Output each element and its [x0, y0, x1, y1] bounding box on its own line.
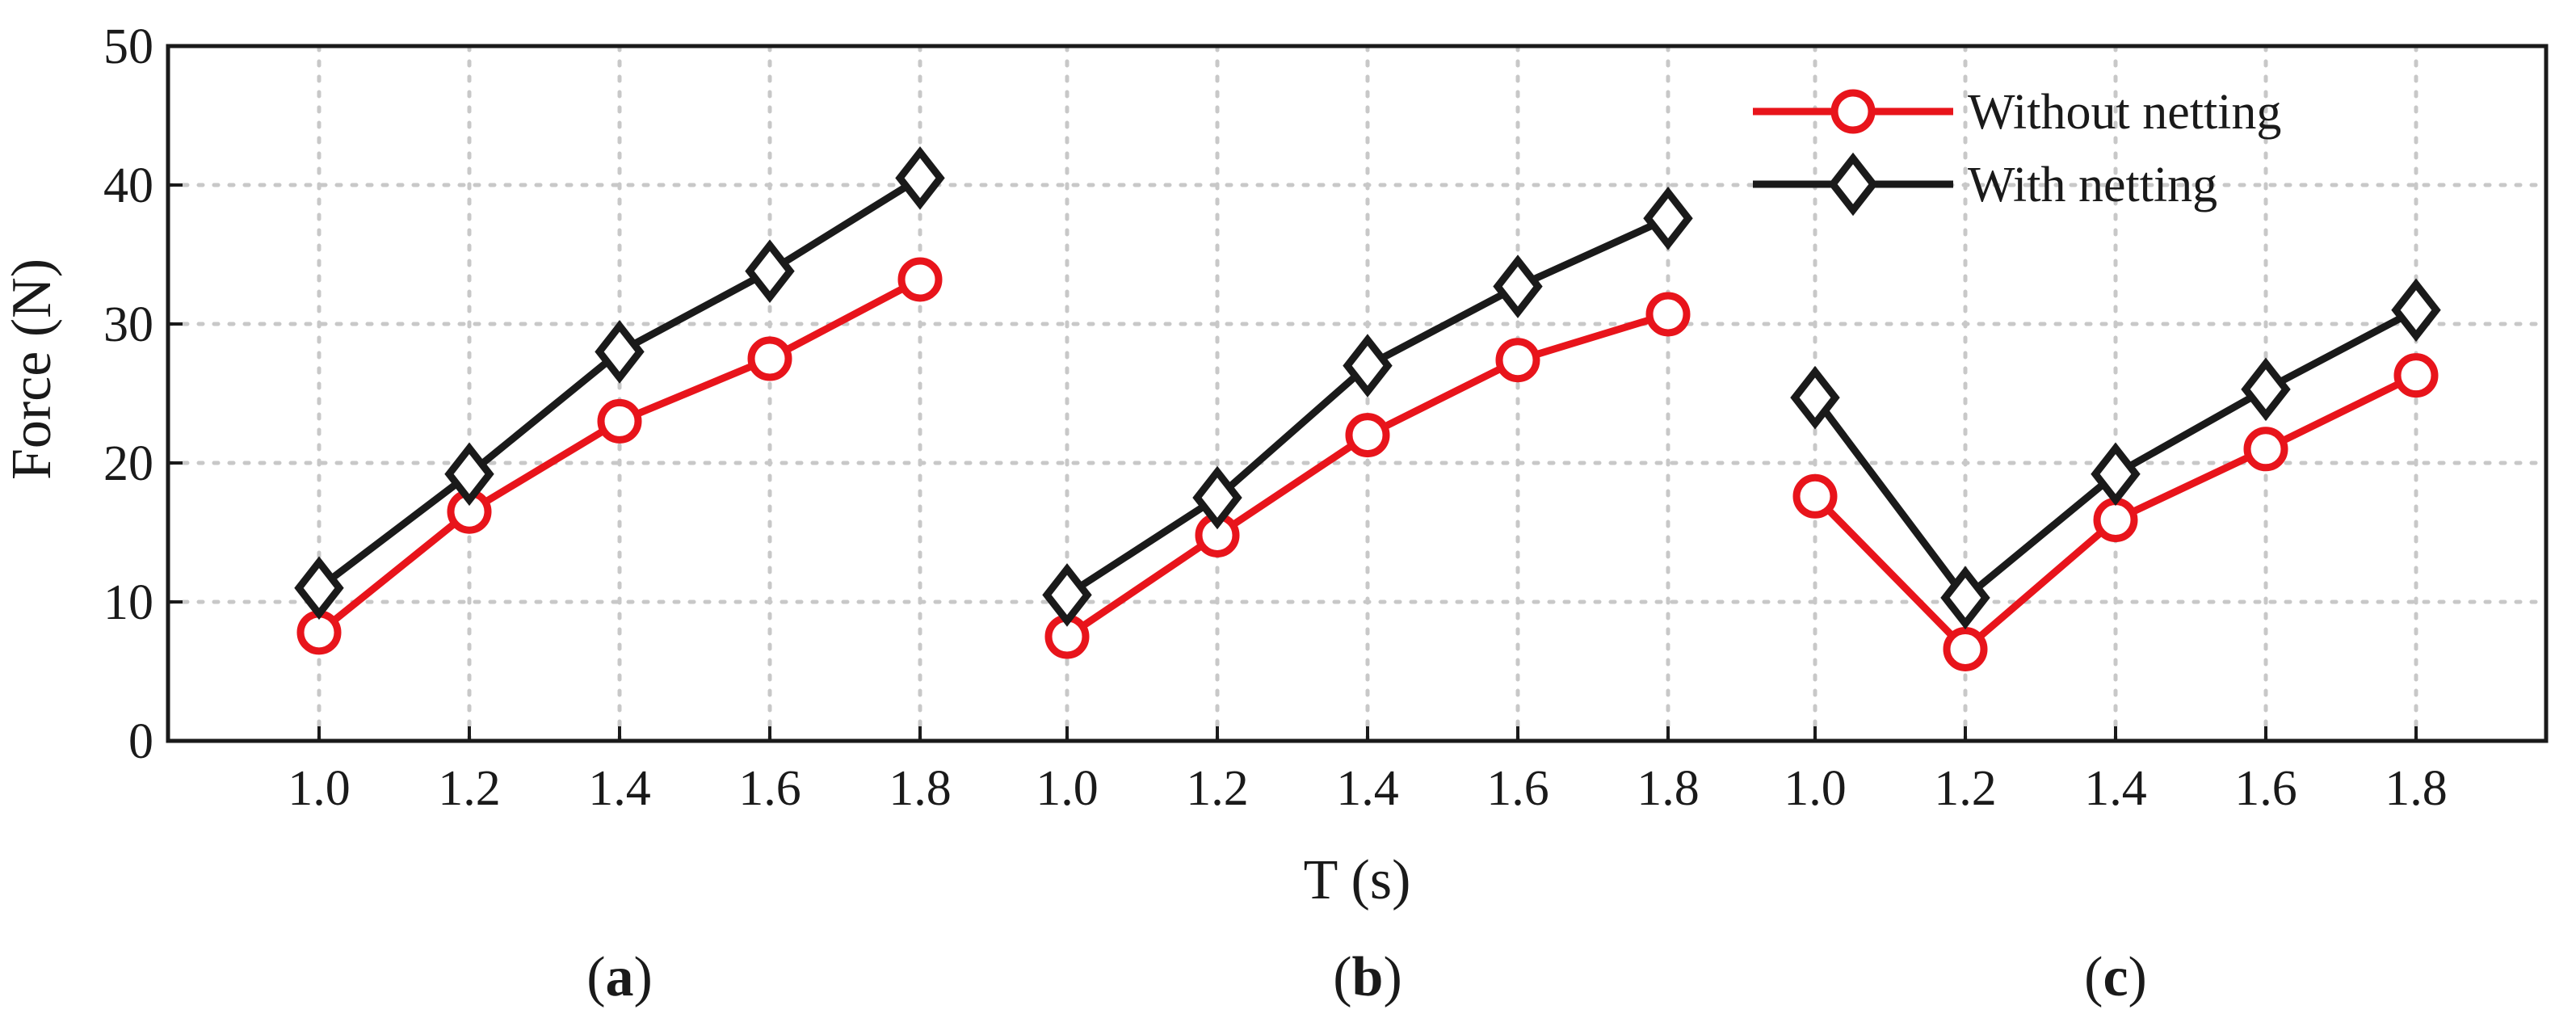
- diamond-marker: [1790, 365, 1840, 430]
- series-with-netting-panel-b: [1042, 186, 1693, 627]
- circle-marker: [1792, 473, 1838, 519]
- panel-label-open: (: [586, 946, 605, 1008]
- x-tick-label: 1.2: [438, 761, 501, 816]
- panel-label-letter: c: [2103, 946, 2128, 1008]
- diamond-marker: [2241, 357, 2291, 422]
- panel-label-b: (b): [1333, 946, 1402, 1008]
- diamond-marker: [745, 239, 795, 303]
- diamond-marker: [1042, 563, 1092, 627]
- panel-label-a: (a): [586, 946, 653, 1008]
- legend-circle-marker: [1830, 89, 1876, 134]
- circle-marker: [2393, 353, 2439, 398]
- y-tick-label: 30: [103, 297, 153, 352]
- legend-diamond-marker: [1828, 152, 1878, 217]
- legend-entry-with-netting: With netting: [1753, 152, 2217, 217]
- panel-label-close: ): [2128, 946, 2147, 1008]
- x-tick-label: 1.4: [588, 761, 651, 816]
- x-tick-label: 1.0: [1784, 761, 1847, 816]
- x-tick-label: 1.0: [288, 761, 351, 816]
- diamond-marker: [2391, 278, 2441, 343]
- diamond-marker: [595, 320, 645, 384]
- diamond-marker: [444, 442, 494, 507]
- circle-marker: [1495, 338, 1540, 383]
- diamond-marker: [895, 146, 945, 210]
- circle-marker: [1943, 626, 1988, 671]
- panel-label-letter: a: [606, 946, 634, 1008]
- diamond-marker: [1643, 186, 1693, 250]
- x-tick-label: 1.8: [889, 761, 952, 816]
- panel-label-close: ): [634, 946, 653, 1008]
- diamond-marker: [2091, 442, 2141, 507]
- diamond-marker: [1192, 465, 1242, 530]
- x-tick-label: 1.8: [1637, 761, 1700, 816]
- panel-label-c: (c): [2084, 946, 2147, 1008]
- diamond-marker: [1343, 334, 1393, 398]
- y-tick-label: 20: [103, 436, 153, 491]
- x-tick-label: 1.0: [1036, 761, 1099, 816]
- circle-marker: [597, 398, 642, 444]
- series-with-netting-panel-c: [1790, 278, 2441, 630]
- x-tick-label: 1.2: [1186, 761, 1249, 816]
- series-without-netting-panel-a: [296, 257, 943, 655]
- x-tick-label: 1.6: [1486, 761, 1549, 816]
- circle-marker: [1345, 413, 1390, 458]
- legend-label: Without netting: [1968, 85, 2281, 140]
- circle-marker: [1645, 292, 1691, 337]
- x-axis-title: T (s): [1304, 849, 1411, 911]
- circle-marker: [2243, 427, 2288, 472]
- legend-label: With netting: [1968, 158, 2217, 212]
- x-tick-label: 1.2: [1934, 761, 1997, 816]
- y-tick-label: 50: [103, 19, 153, 74]
- x-tick-label: 1.4: [1336, 761, 1399, 816]
- series-without-netting-panel-c: [1792, 353, 2439, 671]
- panel-label-close: ): [1383, 946, 1401, 1008]
- y-tick-label: 0: [128, 714, 153, 769]
- y-axis-title: Force (N): [1, 259, 63, 480]
- legend: Without netting With netting: [1753, 85, 2281, 217]
- circle-marker: [897, 257, 943, 302]
- series-without-netting-panel-b: [1044, 292, 1691, 659]
- diamond-marker: [1493, 254, 1543, 318]
- panel-label-letter: b: [1352, 946, 1384, 1008]
- axis-ticks: 0 10 20 30 40 50 1.0 1.2 1.4 1.6 1.8 1.0 1.2 1.4 1.6 1.…: [103, 19, 2448, 816]
- diamond-marker: [294, 556, 344, 620]
- circle-marker: [2093, 498, 2138, 543]
- panel-label-open: (: [1333, 946, 1351, 1008]
- x-tick-label: 1.8: [2385, 761, 2448, 816]
- diamond-marker: [1940, 566, 1990, 630]
- legend-entry-without-netting: Without netting: [1753, 85, 2281, 140]
- plot-frame: [166, 44, 2549, 743]
- grid-lines: [166, 44, 2549, 743]
- data-series: (a) (b) (c): [294, 146, 2441, 1008]
- y-tick-label: 10: [103, 575, 153, 630]
- x-tick-label: 1.6: [2234, 761, 2297, 816]
- x-tick-label: 1.4: [2084, 761, 2147, 816]
- panel-label-open: (: [2084, 946, 2103, 1008]
- series-with-netting-panel-a: [294, 146, 945, 620]
- y-tick-label: 40: [103, 158, 153, 213]
- x-tick-label: 1.6: [738, 761, 801, 816]
- circle-marker: [747, 336, 792, 381]
